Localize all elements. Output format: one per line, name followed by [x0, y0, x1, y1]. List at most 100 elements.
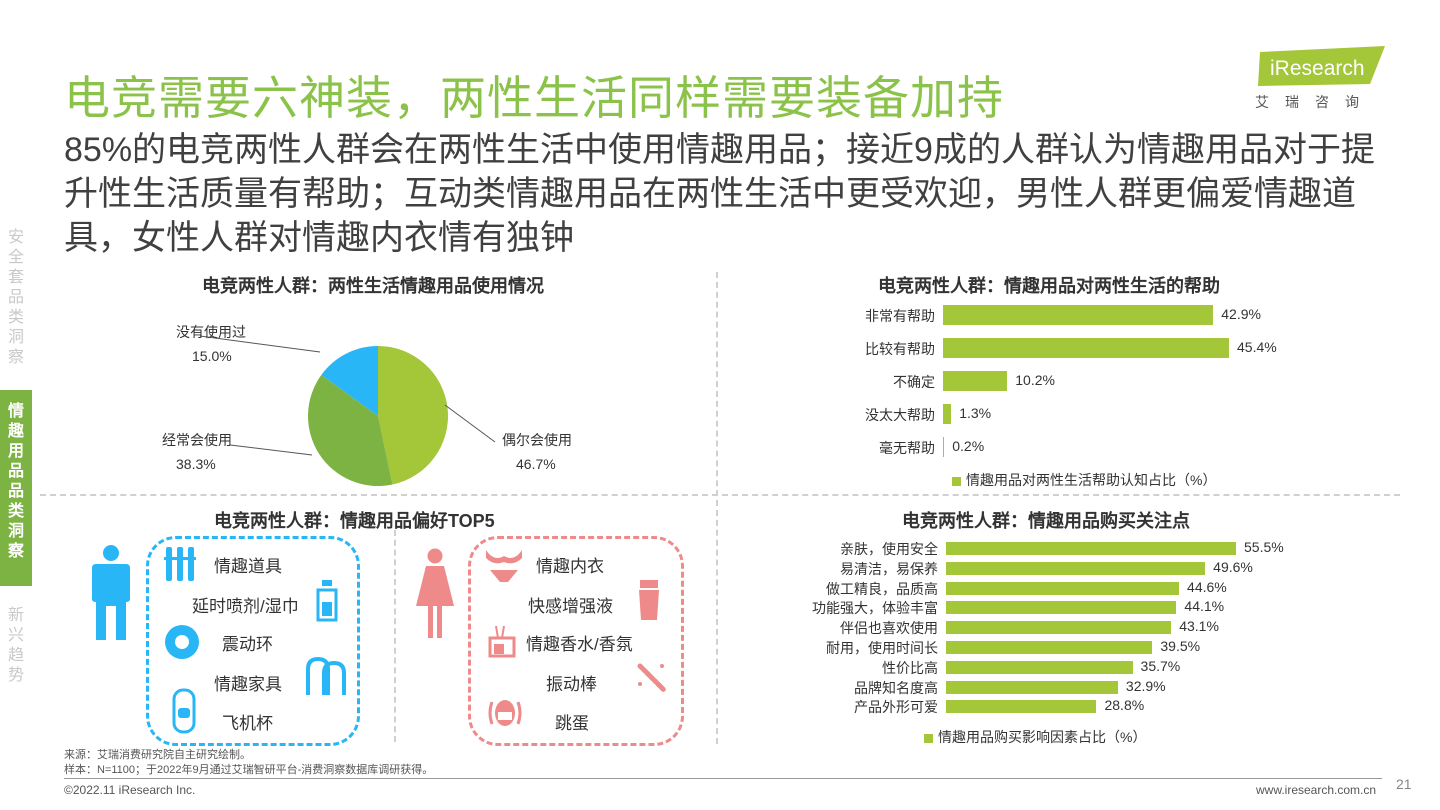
wand-icon: [637, 663, 667, 693]
egg-icon: [488, 700, 522, 726]
nav-char: 套: [7, 269, 24, 286]
bar-category-label: 性价比高: [882, 659, 938, 676]
spray-bottle-icon: [316, 580, 338, 622]
factors-bar-chart: 亲肤，使用安全 55.5% 易清洁，易保养 49.6% 做工精良，品质高 44.6% 功能强…: [760, 539, 1400, 727]
bar-category-label: 毫无帮助: [879, 440, 935, 456]
bar: [946, 601, 1177, 615]
bar-value-label: 35.7%: [1140, 657, 1181, 674]
iresearch-logo: [1258, 46, 1385, 86]
pie-value-text: 38.3%: [176, 456, 216, 472]
bar-category-label: 品牌知名度高: [854, 679, 938, 696]
factors-chart-title: 电竞两性人群：情趣用品购买关注点: [902, 511, 1190, 531]
pie-value-text: 46.7%: [516, 456, 556, 472]
bar-category-label: 非常有帮助: [865, 308, 935, 324]
cup-icon: [172, 688, 196, 734]
bar: [946, 561, 1206, 575]
page-subtitle: 85%的电竞两性人群会在两性生活中使用情趣用品；接近9成的人群认为情趣用品对于提…: [64, 131, 1375, 257]
help-legend: 情趣用品对两性生活帮助认知占比（%）: [952, 470, 1216, 490]
bar: [943, 305, 1214, 325]
pie-label-often: 经常会使用 38.3%: [162, 428, 232, 476]
bar: [946, 581, 1180, 595]
legend-swatch: [952, 476, 961, 486]
legend-swatch: [924, 733, 933, 743]
bar-value-label: 49.6%: [1213, 558, 1253, 575]
nav-char: 类: [7, 309, 24, 326]
bar-value-label: 1.3%: [959, 405, 992, 421]
vertical-divider: [716, 272, 718, 744]
nav-char: 察: [7, 349, 24, 366]
bar-category-label: 功能强大，体验丰富: [812, 600, 938, 617]
perfume-icon: [488, 625, 516, 658]
male-top5-box: [146, 536, 360, 746]
bar-category-label: 没太大帮助: [865, 407, 935, 423]
nav-char: 品: [7, 463, 24, 480]
leader-line: [199, 335, 321, 353]
leader-line: [229, 444, 313, 456]
male-pref-3: 震动环: [222, 635, 273, 654]
bar-category-label: 不确定: [893, 374, 935, 390]
pie-label-occasional: 偶尔会使用 46.7%: [502, 428, 572, 476]
nav-char: 势: [7, 667, 24, 684]
bar-category-label: 易清洁，易保养: [840, 560, 938, 577]
bar: [946, 680, 1118, 694]
bar-category-label: 产品外形可爱: [854, 699, 938, 716]
bar-value-label: 45.4%: [1237, 339, 1277, 355]
female-pref-1: 情趣内衣: [536, 557, 604, 576]
bar: [946, 641, 1153, 654]
nav-char: 趋: [7, 647, 24, 664]
bar-category-label: 做工精良，品质高: [826, 580, 938, 597]
help-bar-chart: 非常有帮助 42.9% 比较有帮助 45.4% 不确定 10.2% 没太大帮助 1.3% 毫无帮…: [780, 305, 1380, 475]
bar: [946, 660, 1133, 674]
female-top5-box: [468, 536, 684, 746]
bar: [946, 700, 1097, 714]
bar-value-label: 10.2%: [1015, 372, 1055, 388]
bar-value-label: 42.9%: [1221, 306, 1261, 322]
bar-value-label: 0.2%: [952, 438, 985, 454]
male-pref-1: 情趣道具: [214, 557, 282, 576]
bar-value-label: 44.6%: [1187, 578, 1227, 595]
nav-char: 新: [7, 607, 24, 624]
source-note: 来源：艾瑞消费研究院自主研究绘制。: [64, 749, 251, 761]
bar-value-label: 43.1%: [1179, 618, 1219, 635]
logo-subtext: 艾瑞咨询: [1255, 94, 1375, 110]
male-pref-5: 飞机杯: [222, 714, 273, 733]
pie-slice: [378, 346, 448, 485]
nav-char: 品: [7, 289, 24, 306]
nav-item-new-trends[interactable]: 新 兴 趋 势: [0, 606, 32, 686]
bar-value-label: 39.5%: [1160, 638, 1201, 654]
nav-char: 洞: [7, 523, 24, 540]
page-title: 电竞需要六神装，两性生活同样需要装备加持: [64, 72, 1004, 124]
pie-label-text: 偶尔会使用: [502, 432, 572, 448]
furniture-icon: [306, 656, 346, 695]
lingerie-icon: [486, 550, 522, 582]
website-link[interactable]: www.iresearch.com.cn: [1256, 783, 1377, 797]
nav-char: 兴: [7, 627, 24, 644]
leader-line: [444, 404, 496, 443]
bar-category-label: 亲肤，使用安全: [840, 541, 938, 557]
male-pref-4: 情趣家具: [214, 675, 282, 694]
male-figure-icon: [92, 545, 130, 640]
bar-value-label: 32.9%: [1125, 677, 1166, 694]
bar: [946, 621, 1172, 635]
female-figure-icon: [416, 548, 454, 638]
nav-item-condom-insight[interactable]: 安 全 套 品 类 洞 察: [0, 228, 32, 368]
nav-char: 品: [7, 483, 24, 500]
pie-value-text: 15.0%: [192, 348, 232, 364]
female-pref-5: 跳蛋: [555, 714, 589, 733]
handcuff-tool-icon: [164, 547, 196, 581]
bar: [943, 371, 1008, 391]
female-pref-2: 快感增强液: [528, 597, 613, 616]
top5-title: 电竞两性人群：情趣用品偏好TOP5: [214, 511, 495, 531]
bar-category-label: 伴侣也喜欢使用: [840, 620, 938, 637]
nav-char: 情: [7, 403, 24, 420]
female-pref-3: 情趣香水/香氛: [526, 635, 633, 654]
legend-label: 情趣用品购买影响因素占比（%）: [938, 729, 1147, 745]
bar-category-label: 耐用，使用时间长: [826, 640, 938, 656]
nav-item-sex-toy-insight[interactable]: 情 趣 用 品 品 类 洞 察: [0, 390, 32, 586]
bottle-icon: [639, 580, 659, 620]
bar-category-label: 比较有帮助: [865, 341, 935, 357]
nav-char: 趣: [7, 423, 24, 440]
bar: [943, 437, 945, 457]
pie-slice: [321, 346, 378, 416]
bar: [946, 542, 1236, 555]
